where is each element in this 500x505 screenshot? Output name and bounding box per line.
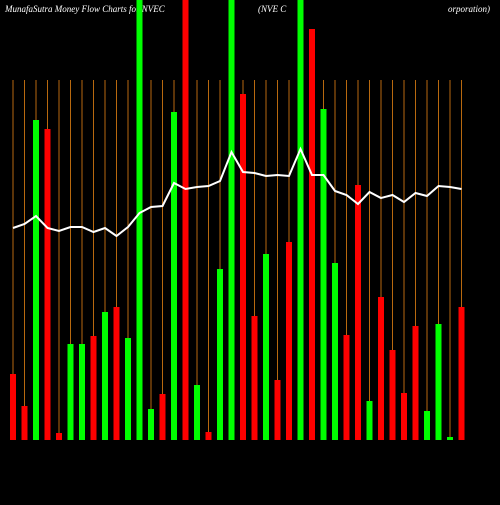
- bar: [286, 242, 292, 440]
- bar: [171, 112, 177, 440]
- bar: [458, 307, 465, 440]
- bar: [102, 312, 108, 440]
- bar: [90, 336, 97, 440]
- bar: [309, 29, 315, 440]
- bar: [447, 437, 453, 440]
- bar: [148, 409, 154, 440]
- bar: [320, 109, 327, 440]
- bar: [332, 263, 338, 440]
- bar: [274, 380, 281, 440]
- bar: [113, 307, 120, 440]
- bar: [378, 297, 384, 440]
- bar: [389, 350, 396, 440]
- bar: [44, 129, 51, 440]
- bar: [366, 401, 373, 440]
- bar: [205, 432, 212, 440]
- bar: [412, 326, 419, 440]
- bar: [136, 0, 143, 440]
- chart-title: MunafaSutra Money Flow Charts for NVEC: [4, 4, 166, 14]
- bar: [67, 344, 74, 440]
- bar: [33, 120, 39, 440]
- chart-title: orporation): [448, 4, 490, 14]
- bar: [10, 374, 16, 440]
- bar: [125, 338, 131, 440]
- bar: [240, 94, 246, 440]
- bar: [401, 393, 407, 440]
- bar: [424, 411, 430, 440]
- bar: [343, 335, 350, 440]
- money-flow-line: [12, 146, 462, 238]
- bar: [194, 385, 200, 440]
- bar: [182, 0, 189, 440]
- bar: [435, 324, 442, 440]
- bar: [159, 394, 166, 440]
- bar: [79, 344, 85, 440]
- bar: [355, 185, 361, 440]
- bar: [56, 433, 62, 440]
- chart-title: (NVE C: [258, 4, 287, 14]
- bar: [217, 269, 223, 440]
- bar: [21, 406, 28, 440]
- bar: [263, 254, 269, 440]
- bar: [228, 0, 235, 440]
- bar: [251, 316, 258, 440]
- bar: [297, 0, 304, 440]
